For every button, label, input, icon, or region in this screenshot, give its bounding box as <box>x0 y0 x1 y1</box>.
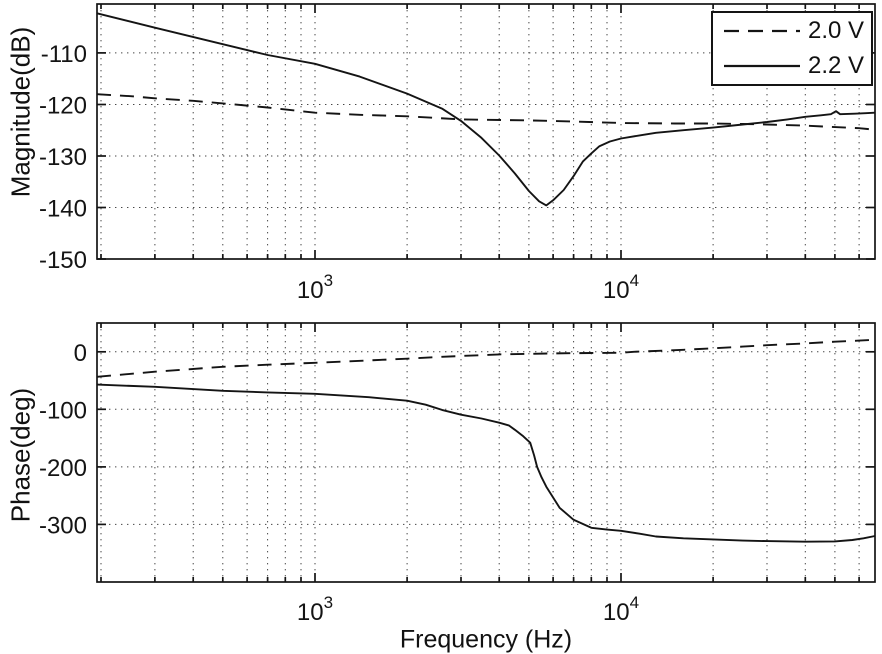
phase-plot: 0 -100 -200 -300 103 104 <box>39 322 876 626</box>
x-tick-label: 104 <box>603 271 639 304</box>
x-tick-label: 104 <box>603 593 639 626</box>
magnitude-axis-label: Magnitude(dB) <box>5 26 36 198</box>
y-tick-label: -140 <box>39 196 87 223</box>
legend-entry-2-0v: 2.0 V <box>724 15 871 47</box>
solid-line-sample <box>724 64 800 67</box>
legend-label-2-0v: 2.0 V <box>808 17 865 45</box>
legend-label-2-2v: 2.2 V <box>808 51 865 79</box>
x-tick-label: 103 <box>297 271 333 304</box>
y-tick-label: -110 <box>41 41 87 68</box>
magnitude-curve-2.2-V <box>96 12 876 207</box>
phase-curve-2.0-V <box>96 338 876 378</box>
phase-axis-label: Phase(deg) <box>5 387 36 523</box>
y-tick-label: -300 <box>39 512 87 539</box>
dashed-line-sample <box>724 30 800 33</box>
y-tick-label: -130 <box>39 144 87 171</box>
magnitude-plot: -110 -120 -130 -140 -150 103 104 <box>39 3 876 304</box>
x-tick-label: 103 <box>297 593 333 626</box>
y-tick-label: -100 <box>39 397 87 424</box>
legend-entry-2-2v: 2.2 V <box>724 50 871 82</box>
y-tick-label: 0 <box>74 340 87 367</box>
frequency-axis-label: Frequency (Hz) <box>399 625 573 654</box>
y-tick-label: -200 <box>39 455 87 482</box>
phase-tick-marks <box>97 323 875 582</box>
y-tick-label: -150 <box>39 247 87 274</box>
phase-grid <box>97 323 875 582</box>
phase-curve-2.2-V <box>96 383 876 543</box>
legend: 2.0 V 2.2 V <box>711 11 873 86</box>
y-tick-label: -120 <box>39 93 87 120</box>
phase-frame <box>96 322 876 583</box>
magnitude-frame <box>96 3 876 260</box>
magnitude-curve-2.0-V <box>96 93 876 131</box>
